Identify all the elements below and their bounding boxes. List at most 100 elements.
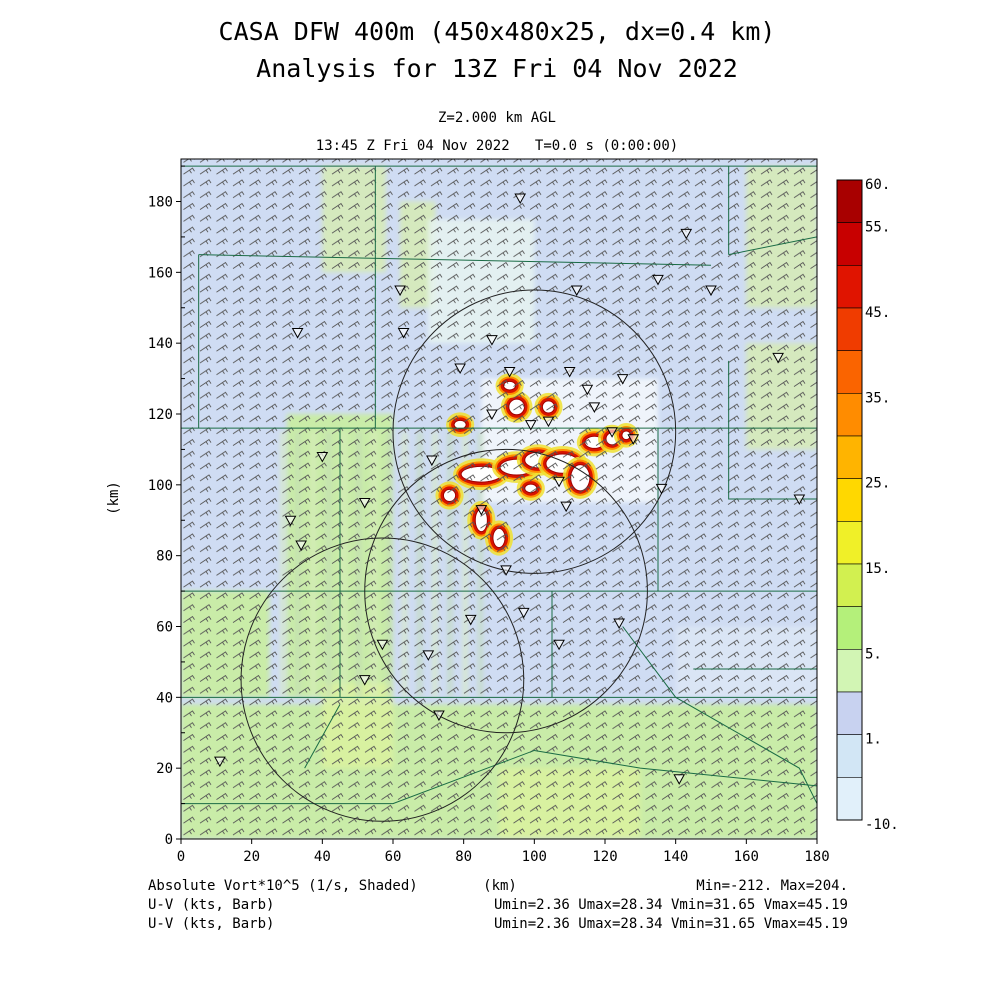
- radar-site-19: [606, 427, 618, 438]
- radar-site-8: [486, 335, 498, 346]
- colorbar-swatch-5: [836, 393, 863, 437]
- radar-site-38: [358, 675, 371, 686]
- radar-site-35: [422, 650, 435, 661]
- radar-site-28: [475, 505, 488, 516]
- chart-subtitle-time: 13:45 Z Fri 04 Nov 2022 T=0.0 s (0:00:00…: [316, 138, 678, 154]
- radar-site-37: [553, 639, 565, 651]
- colorbar-swatch-6: [836, 435, 863, 479]
- colorbar-swatch-14: [836, 777, 863, 821]
- colorbar-swatch-4: [836, 350, 863, 394]
- radar-site-14: [616, 374, 629, 385]
- y-axis: 0 20 40 60 80 100 120 140 160 180: [148, 165, 185, 848]
- barb-description-2: U-V (kts, Barb): [148, 916, 274, 932]
- colorbar-label-6: 5.: [865, 646, 882, 662]
- colorbar-swatch-7: [836, 478, 863, 522]
- radar-site-27: [358, 498, 371, 509]
- colorbar-swatch-3: [836, 307, 863, 351]
- radar-site-9: [772, 352, 784, 364]
- field-description: Absolute Vort*10^5 (1/s, Shaded): [148, 878, 418, 894]
- y-tick-label-2: 40: [156, 690, 173, 706]
- radar-site-15: [486, 409, 498, 421]
- radar-range-rings: [240, 289, 677, 822]
- y-tick-label-5: 100: [148, 478, 173, 494]
- y-tick-label-0: 0: [165, 832, 173, 848]
- radar-site-16: [524, 420, 537, 431]
- radar-site-39: [433, 710, 445, 722]
- colorbar-label-4: 25.: [865, 476, 890, 492]
- radar-site-23: [553, 476, 565, 488]
- radar-site-32: [517, 607, 530, 619]
- radar-site-13: [581, 384, 594, 396]
- plot-area: [181, 159, 817, 839]
- x-tick-label-2: 40: [314, 849, 331, 865]
- radar-site-12: [563, 367, 576, 378]
- x-axis-label: (km): [483, 878, 517, 894]
- radar-site-26: [284, 515, 297, 527]
- wind-barbs: [181, 159, 817, 839]
- colorbar-label-5: 15.: [865, 561, 890, 577]
- colorbar-swatch-11: [836, 649, 863, 693]
- y-tick-label-9: 180: [148, 195, 173, 211]
- radar-site-17: [542, 416, 555, 428]
- colorbar-label-0: 60.: [865, 177, 890, 193]
- county-line-15: [728, 360, 817, 500]
- radar-site-3: [570, 285, 583, 297]
- radar-site-34: [376, 639, 389, 651]
- range-ring-0: [392, 289, 677, 574]
- county-line-14: [181, 749, 817, 805]
- radar-site-0: [514, 193, 527, 204]
- chart-title-line2: Analysis for 13Z Fri 04 Nov 2022: [256, 54, 738, 83]
- radar-site-25: [793, 494, 806, 506]
- colorbar-swatch-9: [836, 563, 863, 607]
- radar-site-20: [627, 434, 640, 445]
- x-tick-label-7: 140: [663, 849, 688, 865]
- colorbar-label-2: 45.: [865, 305, 890, 321]
- colorbar-label-8: -10.: [865, 817, 899, 833]
- x-tick-label-8: 160: [734, 849, 759, 865]
- y-tick-label-1: 20: [156, 761, 173, 777]
- uv-range-readout-1: Umin=2.36 Umax=28.34 Vmin=31.65 Vmax=45.…: [494, 897, 848, 913]
- colorbar-label-1: 55.: [865, 220, 890, 236]
- y-tick-label-4: 80: [156, 549, 173, 565]
- colorbar-frame: [836, 179, 863, 821]
- y-axis-label: (km): [106, 481, 122, 515]
- radar-site-31: [500, 565, 512, 576]
- radar-site-30: [295, 540, 307, 552]
- radar-site-7: [397, 328, 410, 339]
- colorbar-swatch-13: [836, 734, 863, 778]
- x-tick-label-6: 120: [592, 849, 617, 865]
- county-line-10: [728, 236, 817, 256]
- radar-site-5: [705, 285, 717, 297]
- radar-site-40: [214, 756, 226, 768]
- radar-site-21: [316, 452, 329, 463]
- county-line-13: [622, 626, 817, 804]
- radar-site-33: [613, 618, 625, 629]
- radar-site-29: [560, 501, 572, 513]
- x-tick-label-9: 180: [804, 849, 829, 865]
- chart-subtitle-level: Z=2.000 km AGL: [438, 110, 556, 126]
- colorbar-swatch-10: [836, 606, 863, 650]
- x-tick-label-3: 60: [385, 849, 402, 865]
- colorbar: 60. 55. 45. 35. 25. 15. 5. 1. -10.: [836, 177, 899, 833]
- range-ring-1: [240, 537, 525, 822]
- colorbar-swatch-1: [836, 222, 863, 266]
- county-boundaries: [181, 165, 817, 805]
- uv-range-readout-2: Umin=2.36 Umax=28.34 Vmin=31.65 Vmax=45.…: [494, 916, 848, 932]
- radar-site-24: [655, 483, 668, 495]
- x-axis: 0 20 40 60 80 100 120 140 160 180: [177, 839, 830, 865]
- radar-site-11: [503, 367, 516, 378]
- x-tick-label-1: 20: [243, 849, 260, 865]
- radar-site-1: [680, 228, 693, 240]
- radar-site-4: [652, 274, 664, 286]
- radar-site-18: [588, 402, 601, 413]
- radar-site-6: [291, 328, 304, 339]
- y-tick-label-3: 60: [156, 620, 173, 636]
- radar-site-36: [464, 614, 477, 626]
- radar-site-2: [394, 285, 406, 297]
- x-tick-label-4: 80: [455, 849, 472, 865]
- colorbar-label-7: 1.: [865, 732, 882, 748]
- radar-site-41: [673, 774, 686, 785]
- range-ring-2: [364, 448, 648, 734]
- colorbar-swatch-0: [836, 179, 863, 223]
